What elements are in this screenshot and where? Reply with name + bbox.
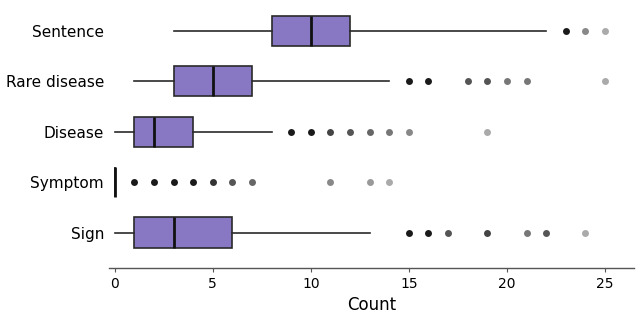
PathPatch shape <box>134 116 193 147</box>
X-axis label: Count: Count <box>347 296 396 315</box>
PathPatch shape <box>173 66 252 96</box>
PathPatch shape <box>271 16 350 46</box>
PathPatch shape <box>134 217 232 248</box>
